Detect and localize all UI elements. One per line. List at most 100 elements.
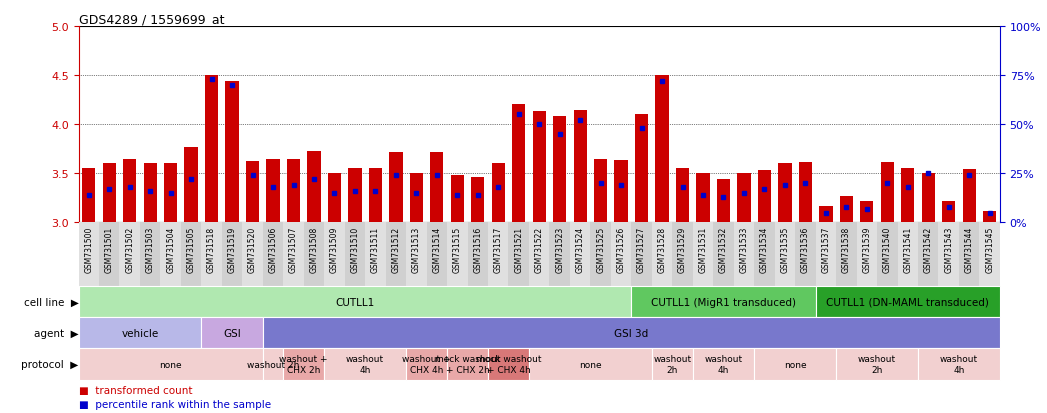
Bar xyxy=(246,162,260,223)
Text: GSM731506: GSM731506 xyxy=(268,226,277,272)
Bar xyxy=(676,169,689,223)
Bar xyxy=(901,169,914,223)
Text: none: none xyxy=(579,360,602,369)
Bar xyxy=(816,286,1000,318)
Bar xyxy=(921,174,935,223)
Text: washout +
CHX 4h: washout + CHX 4h xyxy=(402,355,451,374)
Bar xyxy=(717,180,730,223)
Bar xyxy=(693,223,713,286)
Text: GSM731505: GSM731505 xyxy=(186,226,196,272)
Bar xyxy=(140,223,160,286)
Bar xyxy=(79,349,263,380)
Bar xyxy=(775,223,795,286)
Text: washout 2h: washout 2h xyxy=(247,360,299,369)
Bar xyxy=(266,159,280,223)
Bar xyxy=(349,169,361,223)
Bar xyxy=(799,163,812,223)
Bar xyxy=(304,223,325,286)
Bar xyxy=(918,223,938,286)
Text: GSM731521: GSM731521 xyxy=(514,226,524,272)
Bar xyxy=(837,349,918,380)
Text: washout
2h: washout 2h xyxy=(653,355,691,374)
Bar xyxy=(509,223,529,286)
Text: GSM731531: GSM731531 xyxy=(698,226,708,272)
Text: GSM731515: GSM731515 xyxy=(452,226,462,272)
Bar xyxy=(325,349,406,380)
Text: none: none xyxy=(159,360,182,369)
Text: washout
4h: washout 4h xyxy=(347,355,384,374)
Text: GSM731518: GSM731518 xyxy=(207,226,216,272)
Text: GSM731542: GSM731542 xyxy=(923,226,933,272)
Text: vehicle: vehicle xyxy=(121,328,158,338)
Bar xyxy=(82,169,95,223)
Bar xyxy=(693,349,754,380)
Text: GSM731535: GSM731535 xyxy=(780,226,789,272)
Text: washout
4h: washout 4h xyxy=(705,355,742,374)
Bar xyxy=(325,223,344,286)
Bar xyxy=(959,223,979,286)
Bar xyxy=(737,174,751,223)
Text: ■  percentile rank within the sample: ■ percentile rank within the sample xyxy=(79,399,271,409)
Text: GSM731525: GSM731525 xyxy=(596,226,605,272)
Text: GSI: GSI xyxy=(223,328,241,338)
Text: GSM731540: GSM731540 xyxy=(883,226,892,272)
Text: GSM731533: GSM731533 xyxy=(739,226,749,272)
Text: washout
4h: washout 4h xyxy=(940,355,978,374)
Bar xyxy=(184,147,198,223)
Text: GSM731500: GSM731500 xyxy=(84,226,93,272)
Bar xyxy=(201,318,263,349)
Text: protocol  ▶: protocol ▶ xyxy=(21,359,79,369)
Text: GDS4289 / 1559699_at: GDS4289 / 1559699_at xyxy=(79,13,224,26)
Text: GSM731524: GSM731524 xyxy=(576,226,584,272)
Text: GSM731514: GSM731514 xyxy=(432,226,442,272)
Bar xyxy=(205,76,218,223)
Bar xyxy=(389,152,402,223)
Text: CUTLL1 (MigR1 transduced): CUTLL1 (MigR1 transduced) xyxy=(651,297,796,307)
Bar xyxy=(263,318,1000,349)
Bar xyxy=(79,286,631,318)
Text: GSM731532: GSM731532 xyxy=(719,226,728,272)
Bar xyxy=(840,196,853,223)
Bar xyxy=(877,223,897,286)
Bar xyxy=(734,223,754,286)
Bar xyxy=(696,174,710,223)
Text: GSM731536: GSM731536 xyxy=(801,226,810,272)
Text: agent  ▶: agent ▶ xyxy=(34,328,79,338)
Text: GSM731527: GSM731527 xyxy=(637,226,646,272)
Bar xyxy=(201,223,222,286)
Bar xyxy=(942,201,955,223)
Text: GSM731520: GSM731520 xyxy=(248,226,258,272)
Bar xyxy=(284,349,325,380)
Text: GSM731545: GSM731545 xyxy=(985,226,995,272)
Bar xyxy=(164,164,177,223)
Bar xyxy=(655,76,669,223)
Bar xyxy=(103,164,116,223)
Text: GSM731526: GSM731526 xyxy=(617,226,626,272)
Bar xyxy=(409,174,423,223)
Bar xyxy=(225,82,239,223)
Bar xyxy=(263,223,284,286)
Bar xyxy=(426,223,447,286)
Text: CUTLL1: CUTLL1 xyxy=(335,297,375,307)
Text: GSM731503: GSM731503 xyxy=(146,226,155,272)
Bar xyxy=(287,159,300,223)
Bar xyxy=(631,286,816,318)
Bar xyxy=(754,223,775,286)
Bar xyxy=(242,223,263,286)
Bar xyxy=(369,169,382,223)
Bar xyxy=(861,201,873,223)
Text: GSM731510: GSM731510 xyxy=(351,226,359,272)
Bar xyxy=(758,171,771,223)
Bar xyxy=(308,151,320,223)
Bar xyxy=(365,223,385,286)
Bar xyxy=(918,349,1000,380)
Text: GSM731538: GSM731538 xyxy=(842,226,851,272)
Bar xyxy=(124,159,136,223)
Text: GSM731544: GSM731544 xyxy=(964,226,974,272)
Bar xyxy=(938,223,959,286)
Text: GSM731516: GSM731516 xyxy=(473,226,483,272)
Bar xyxy=(344,223,365,286)
Bar xyxy=(447,223,468,286)
Bar xyxy=(819,206,832,223)
Bar xyxy=(553,117,566,223)
